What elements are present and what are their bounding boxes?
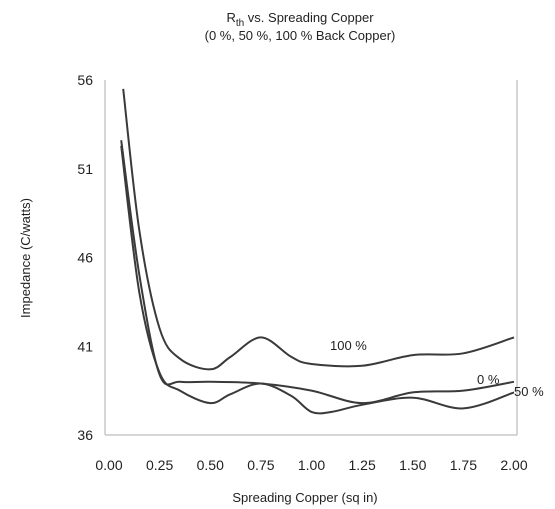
series-lines bbox=[120, 88, 515, 415]
chart-title-rest: vs. Spreading Copper bbox=[244, 10, 374, 25]
x-tick-label: 1.75 bbox=[450, 457, 477, 473]
x-axis-title: Spreading Copper (sq in) bbox=[232, 490, 377, 505]
chart-title-subscript: th bbox=[236, 18, 244, 29]
curve-label-50: 50 % bbox=[514, 384, 544, 399]
x-tick-label: 1.00 bbox=[298, 457, 325, 473]
y-tick-labels: 36 41 46 51 56 bbox=[77, 72, 93, 443]
y-tick-label: 36 bbox=[77, 427, 93, 443]
y-axis-title: Impedance (C/watts) bbox=[18, 198, 33, 318]
chart-title: Rth vs. Spreading Copper bbox=[226, 10, 374, 29]
x-tick-label: 0.75 bbox=[247, 457, 274, 473]
x-tick-label: 1.25 bbox=[349, 457, 376, 473]
plot-area bbox=[104, 80, 518, 436]
curve-label-100: 100 % bbox=[330, 338, 367, 353]
curve-label-0: 0 % bbox=[477, 372, 500, 387]
series-line bbox=[122, 88, 515, 371]
x-tick-label: 1.50 bbox=[399, 457, 426, 473]
x-tick-labels: 0.00 0.25 0.50 0.75 1.00 1.25 1.50 1.75 2.00 bbox=[95, 457, 527, 473]
chart-subtitle: (0 %, 50 %, 100 % Back Copper) bbox=[205, 28, 396, 43]
y-tick-label: 46 bbox=[77, 250, 93, 266]
x-tick-label: 0.00 bbox=[95, 457, 122, 473]
chart-title-main: R bbox=[226, 10, 235, 25]
x-tick-label: 0.25 bbox=[146, 457, 173, 473]
series-line bbox=[120, 140, 515, 405]
y-tick-label: 51 bbox=[77, 161, 93, 177]
x-tick-label: 0.50 bbox=[197, 457, 224, 473]
x-tick-label: 2.00 bbox=[500, 457, 527, 473]
series-line bbox=[120, 145, 515, 415]
y-tick-label: 41 bbox=[77, 338, 93, 354]
y-tick-label: 56 bbox=[77, 72, 93, 88]
